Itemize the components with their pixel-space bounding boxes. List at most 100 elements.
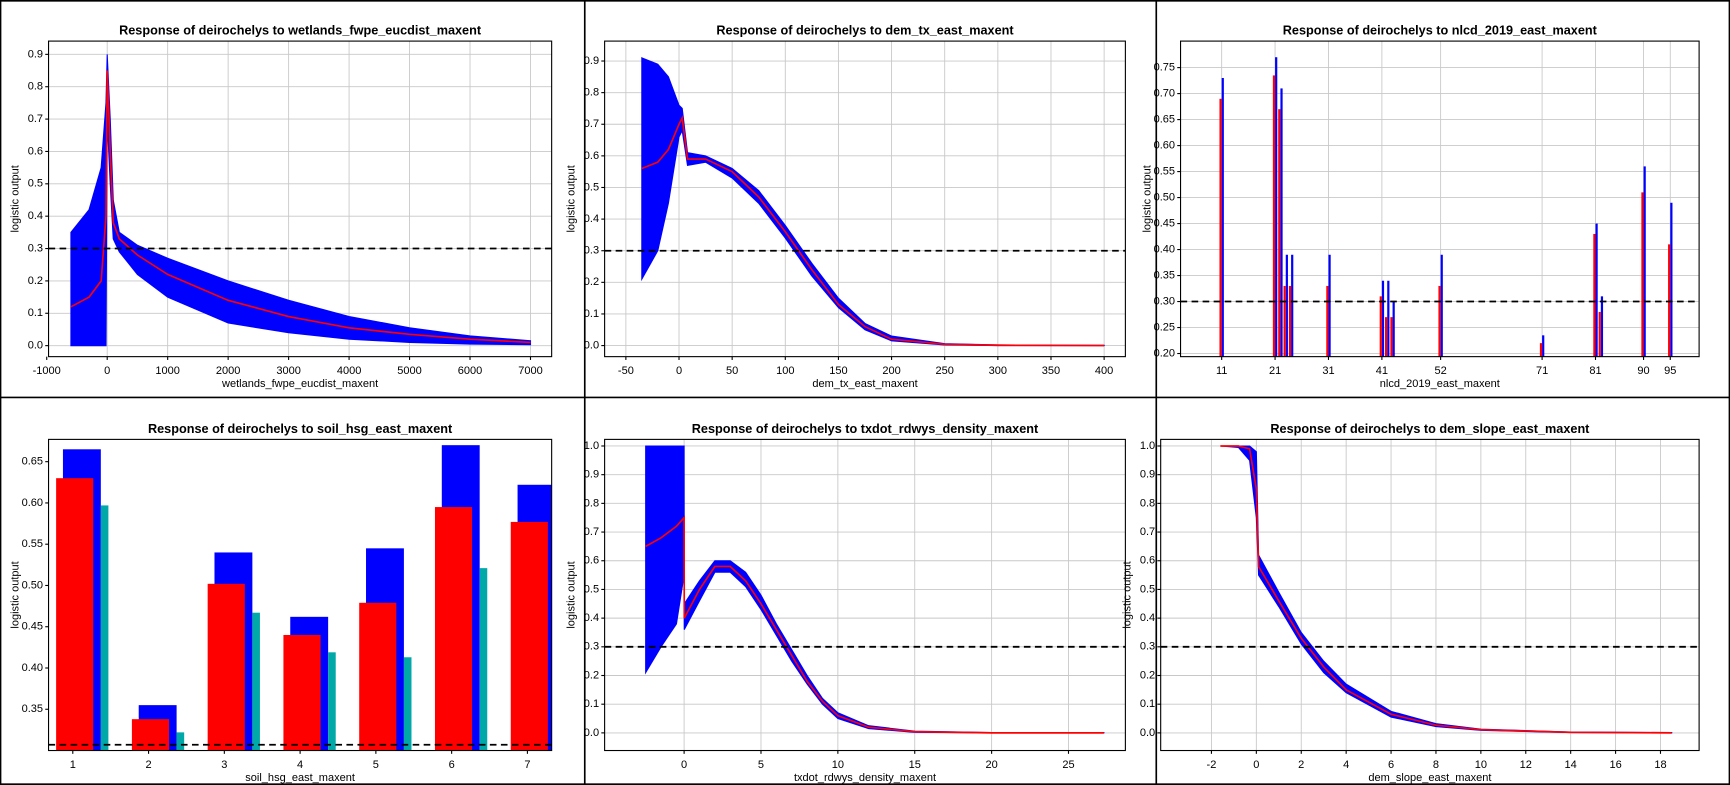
y-tick-label: 0.4 bbox=[584, 612, 599, 624]
bar bbox=[1440, 254, 1443, 357]
y-tick-label: 0.0 bbox=[1140, 727, 1155, 739]
y-tick-label: 0.8 bbox=[584, 497, 599, 509]
chart-title: Response of deirochelys to txdot_rdwys_d… bbox=[692, 422, 1039, 436]
x-tick-label: 7000 bbox=[518, 365, 543, 377]
chart-title: Response of deirochelys to dem_tx_east_m… bbox=[716, 24, 1014, 38]
bar bbox=[1326, 285, 1329, 357]
x-tick-label: 95 bbox=[1664, 365, 1676, 377]
y-tick-label: 0.7 bbox=[28, 113, 43, 125]
y-tick-label: 0.55 bbox=[22, 538, 43, 550]
chart-title: Response of deirochelys to wetlands_fwpe… bbox=[119, 24, 482, 38]
x-tick-label: 6000 bbox=[458, 365, 483, 377]
bar bbox=[1438, 285, 1441, 357]
y-tick-label: 0.2 bbox=[1140, 669, 1155, 681]
x-tick-label: 81 bbox=[1589, 365, 1601, 377]
bar bbox=[1595, 223, 1598, 357]
bar bbox=[1379, 296, 1382, 357]
y-tick-label: 0.45 bbox=[1154, 217, 1175, 229]
x-tick-label: -2 bbox=[1207, 759, 1217, 771]
x-axis-label: txdot_rdwys_density_maxent bbox=[794, 772, 936, 784]
x-axis-label: dem_slope_east_maxent bbox=[1368, 772, 1491, 784]
y-tick-label: 0.0 bbox=[28, 340, 43, 352]
mean-line bbox=[1220, 445, 1672, 734]
bar bbox=[434, 507, 473, 751]
y-tick-label: 0.65 bbox=[1154, 113, 1175, 125]
bar bbox=[1668, 244, 1671, 357]
y-tick-label: 0.8 bbox=[28, 81, 43, 93]
confidence-band bbox=[641, 57, 1105, 347]
y-tick-label: 0.60 bbox=[22, 497, 43, 509]
x-tick-label: 18 bbox=[1654, 759, 1666, 771]
x-tick-label: 2000 bbox=[216, 365, 241, 377]
y-tick-label: 0.1 bbox=[1140, 698, 1155, 710]
x-tick-label: 31 bbox=[1322, 365, 1334, 377]
x-tick-label: 2 bbox=[1298, 759, 1304, 771]
x-tick-label: 10 bbox=[1475, 759, 1487, 771]
x-tick-label: 71 bbox=[1536, 365, 1548, 377]
x-tick-label: 5 bbox=[758, 759, 764, 771]
x-tick-label: 52 bbox=[1434, 365, 1446, 377]
y-axis-label: logistic output bbox=[565, 165, 577, 232]
plot-frame bbox=[604, 40, 1126, 358]
x-tick-label: 20 bbox=[985, 759, 997, 771]
bar bbox=[131, 719, 170, 751]
bar bbox=[1283, 285, 1286, 357]
y-tick-label: 0.70 bbox=[1154, 88, 1175, 100]
bar bbox=[1328, 254, 1331, 357]
y-tick-label: 0.9 bbox=[584, 469, 599, 481]
bar bbox=[1670, 202, 1673, 357]
x-axis-label: soil_hsg_east_maxent bbox=[245, 772, 355, 784]
y-tick-label: 0.3 bbox=[28, 242, 43, 254]
x-tick-label: 0 bbox=[1253, 759, 1259, 771]
x-tick-label: -50 bbox=[618, 365, 634, 377]
y-tick-label: 0.5 bbox=[28, 178, 43, 190]
x-tick-label: 3 bbox=[221, 759, 227, 771]
x-tick-label: 7 bbox=[524, 759, 530, 771]
chart-title: Response of deirochelys to soil_hsg_east… bbox=[148, 422, 453, 436]
y-axis-label: logistic output bbox=[1141, 165, 1153, 232]
x-tick-label: 8 bbox=[1433, 759, 1439, 771]
y-tick-label: 0.50 bbox=[1154, 191, 1175, 203]
x-tick-label: 4 bbox=[297, 759, 303, 771]
plot-frame bbox=[1179, 40, 1700, 358]
x-tick-label: 350 bbox=[1042, 365, 1060, 377]
x-tick-label: 4000 bbox=[337, 365, 362, 377]
y-tick-label: 1.0 bbox=[1140, 440, 1155, 452]
bar bbox=[207, 583, 245, 751]
panel: 0.0 0.1 0.2 0.3 0.4 0.5 0.6 0.7 0.8 0.9 -50 0 50 100 1… bbox=[565, 24, 1126, 390]
x-tick-label: 5000 bbox=[397, 365, 422, 377]
x-tick-label: 0 bbox=[104, 365, 110, 377]
x-tick-label: 90 bbox=[1637, 365, 1649, 377]
bar bbox=[1221, 78, 1224, 357]
x-tick-label: 11 bbox=[1216, 365, 1227, 377]
y-tick-label: 0.6 bbox=[584, 150, 599, 162]
bar bbox=[479, 568, 488, 751]
y-tick-label: 0.35 bbox=[1154, 269, 1175, 281]
x-tick-label: 6 bbox=[1388, 759, 1394, 771]
x-tick-label: 1000 bbox=[155, 365, 180, 377]
y-tick-label: 0.25 bbox=[1154, 321, 1175, 333]
y-tick-label: 0.1 bbox=[584, 308, 599, 320]
y-tick-label: 0.6 bbox=[28, 145, 43, 157]
plot-frame bbox=[604, 438, 1126, 752]
x-tick-label: 150 bbox=[829, 365, 847, 377]
x-tick-label: 41 bbox=[1376, 365, 1388, 377]
y-tick-label: 0.3 bbox=[1140, 641, 1155, 653]
bar bbox=[1392, 301, 1395, 357]
y-tick-label: 0.1 bbox=[28, 307, 43, 319]
bar bbox=[252, 612, 260, 751]
confidence-band bbox=[70, 54, 532, 347]
x-axis-label: nlcd_2019_east_maxent bbox=[1380, 378, 1500, 390]
y-tick-label: 0.2 bbox=[28, 275, 43, 287]
y-tick-label: 0.3 bbox=[584, 641, 599, 653]
y-tick-label: 0.8 bbox=[584, 87, 599, 99]
x-tick-label: 100 bbox=[776, 365, 794, 377]
plot bbox=[1160, 439, 1700, 751]
chart-title: Response of deirochelys to dem_slope_eas… bbox=[1270, 422, 1590, 436]
y-tick-label: 0.6 bbox=[1140, 555, 1155, 567]
x-tick-label: 21 bbox=[1269, 365, 1281, 377]
y-tick-label: 0.40 bbox=[1154, 243, 1175, 255]
plot-frame bbox=[47, 40, 553, 358]
bar bbox=[1385, 317, 1388, 357]
